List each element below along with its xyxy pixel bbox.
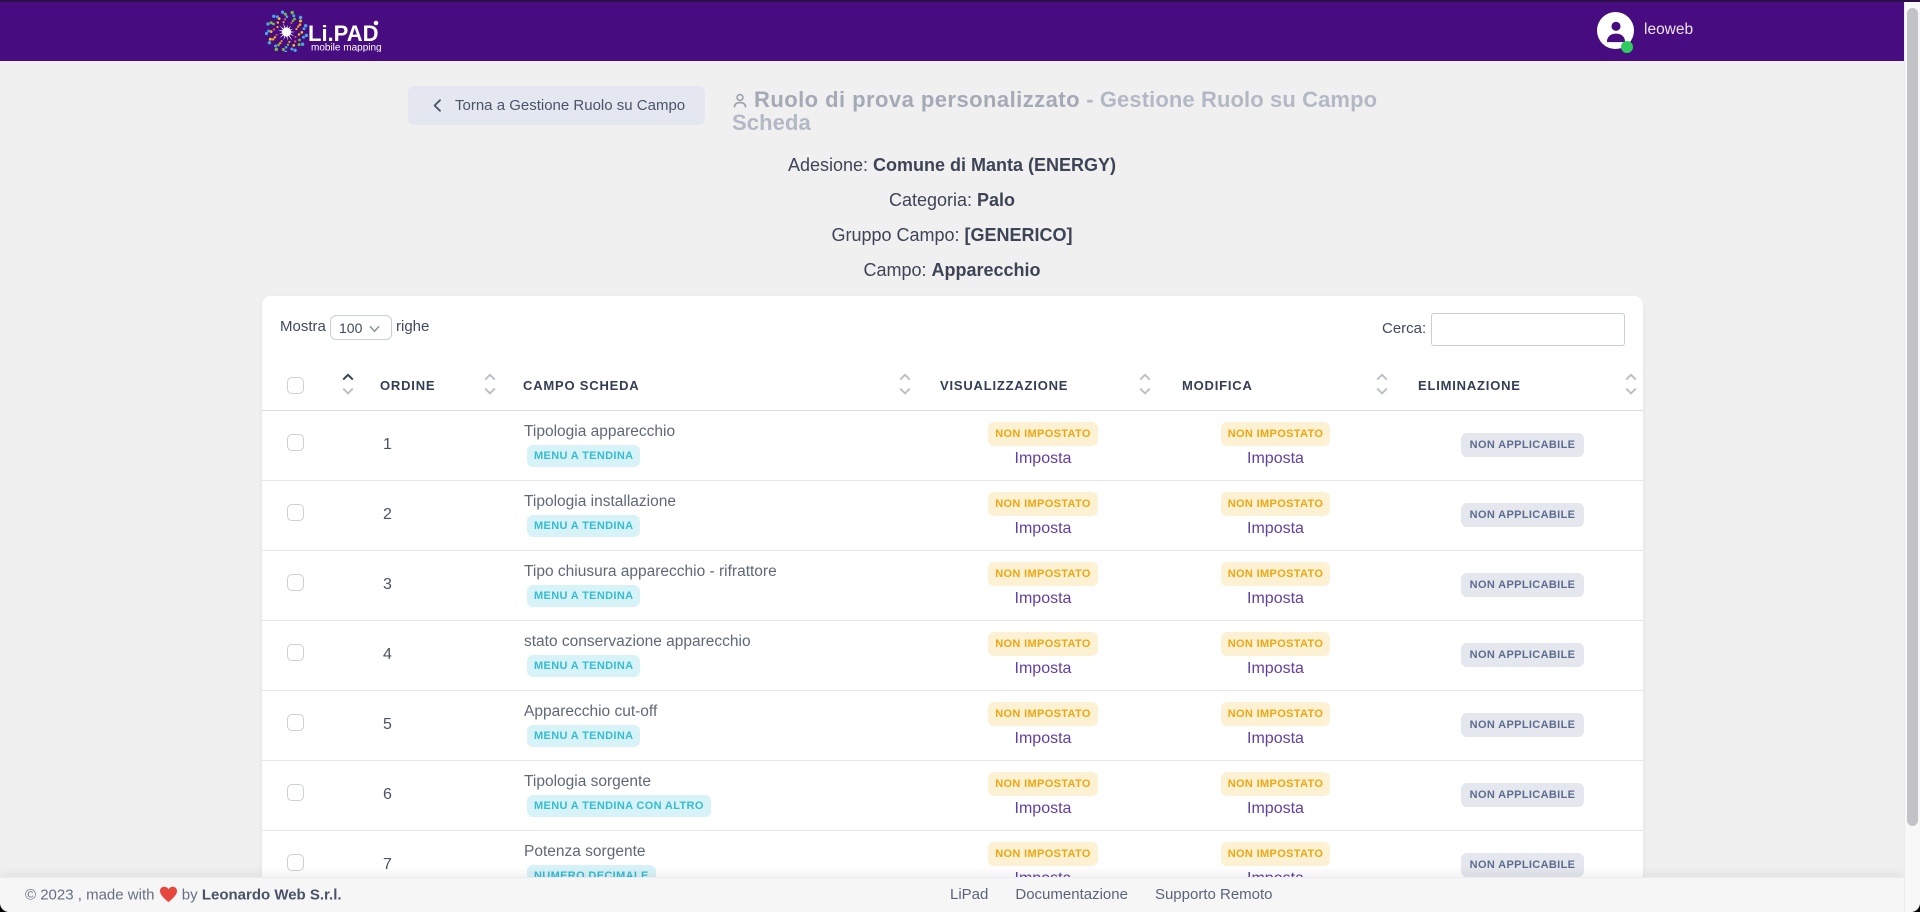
svg-text:mobile mapping: mobile mapping [311, 43, 381, 53]
svg-text:Li.PAD: Li.PAD [308, 21, 378, 46]
